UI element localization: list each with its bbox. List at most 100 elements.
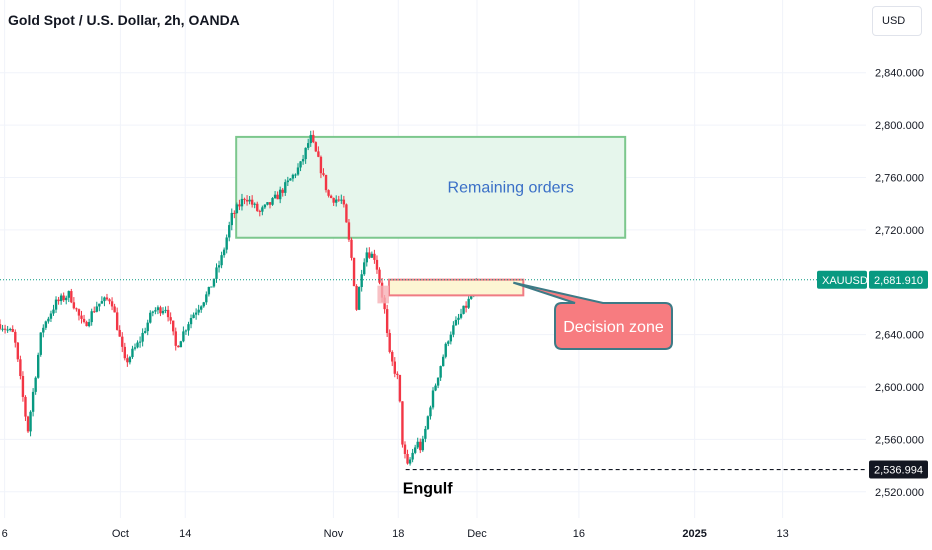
- time-tick-label: Oct: [112, 528, 129, 540]
- low-price-tag-label: 2,536.994: [874, 465, 923, 477]
- time-tick-label: 14: [179, 528, 191, 540]
- candle-body: [161, 310, 165, 314]
- low-price-tag-background: [869, 460, 928, 479]
- candle-body: [220, 255, 223, 266]
- candle-body: [172, 320, 175, 332]
- candle-body: [126, 358, 129, 363]
- candle-body: [449, 334, 453, 342]
- candle-body: [378, 269, 381, 283]
- candle-body: [408, 459, 412, 464]
- candle-body: [149, 312, 152, 323]
- candle-body: [141, 332, 144, 342]
- candle-body: [406, 453, 409, 464]
- candle-body: [421, 438, 425, 451]
- candle-body: [103, 297, 106, 302]
- candle-body: [131, 348, 134, 358]
- candle-body: [34, 377, 37, 392]
- candle-body: [245, 199, 249, 202]
- candle-body: [391, 351, 394, 362]
- candle-body: [332, 197, 335, 203]
- candle-body: [368, 252, 371, 258]
- candle-body: [177, 345, 180, 348]
- candle-body: [281, 189, 284, 193]
- supply-zone[interactable]: Remaining orders: [235, 135, 627, 239]
- price-tick-label: 2,760.000: [875, 173, 924, 185]
- candle-body: [470, 294, 473, 299]
- candle-body: [75, 308, 78, 310]
- decision-zone[interactable]: Decision zone: [377, 278, 673, 350]
- candle-body: [65, 297, 68, 301]
- candle-body: [197, 309, 200, 313]
- candle-body: [105, 297, 109, 300]
- candle-body: [385, 309, 389, 334]
- low-price-tag: 2,536.994: [869, 460, 928, 479]
- candle-body: [54, 299, 58, 310]
- candle-body: [3, 328, 7, 330]
- candle-body: [457, 317, 460, 320]
- candle-body: [452, 325, 455, 335]
- candle-body: [340, 199, 343, 201]
- candle-body: [462, 305, 465, 314]
- candle-body: [19, 359, 22, 377]
- price-tick-label: 2,800.000: [875, 120, 924, 132]
- candle-body: [436, 377, 440, 386]
- candle-body: [202, 302, 205, 307]
- candle-body: [411, 452, 414, 460]
- chart-title: Gold Spot / U.S. Dollar, 2h, OANDA: [8, 12, 240, 28]
- candle-body: [187, 324, 190, 331]
- candle-body: [324, 174, 328, 191]
- price-axis[interactable]: 2,840.000 2,800.000 2,760.000 2,720.000 2,64…: [875, 68, 924, 499]
- candle-body: [205, 294, 208, 303]
- candle-body: [268, 202, 272, 205]
- candle-body: [82, 318, 86, 322]
- candle-body: [342, 199, 346, 205]
- candlestick-series: [0, 130, 478, 466]
- candle-body: [184, 330, 188, 332]
- candle-body: [207, 287, 211, 295]
- candle-body: [194, 312, 198, 315]
- candle-body: [77, 309, 81, 316]
- candle-body: [182, 331, 185, 342]
- price-tick-label: 2,840.000: [875, 68, 924, 80]
- candle-body: [289, 178, 292, 181]
- candle-body: [179, 341, 183, 348]
- candle-body: [93, 311, 96, 313]
- candle-body: [225, 237, 228, 250]
- currency-button[interactable]: USD: [872, 6, 922, 36]
- candle-body: [355, 286, 358, 310]
- candle-body: [31, 391, 35, 412]
- time-tick-label: 16: [573, 528, 585, 540]
- candle-body: [11, 328, 14, 332]
- supply-zone-box[interactable]: [235, 135, 627, 239]
- candle-body: [426, 416, 430, 429]
- decision-zone-box[interactable]: [388, 278, 525, 297]
- candle-body: [370, 253, 374, 258]
- candle-body: [189, 318, 193, 325]
- candle-body: [90, 311, 93, 323]
- candle-body: [233, 212, 236, 214]
- candle-body: [464, 305, 468, 308]
- candle-body: [360, 274, 363, 288]
- candle-body: [383, 297, 386, 310]
- candle-body: [164, 309, 167, 311]
- candle-body: [413, 447, 417, 453]
- time-tick-label: Dec: [467, 528, 487, 540]
- price-tick-label: 2,600.000: [875, 382, 924, 394]
- candle-body: [238, 204, 241, 207]
- candle-body: [1, 328, 4, 330]
- candle-body: [444, 343, 447, 357]
- decision-zone-callout[interactable]: [512, 281, 673, 350]
- candle-body: [72, 302, 76, 309]
- candle-body: [110, 301, 114, 307]
- time-axis[interactable]: 6 Oct 14 Nov 18 Dec 16 2025 13: [2, 528, 789, 540]
- time-tick-label: 18: [392, 528, 404, 540]
- time-tick-label: 2025: [682, 528, 706, 540]
- candle-body: [62, 295, 65, 301]
- candle-body: [222, 249, 226, 256]
- candle-body: [294, 174, 297, 176]
- candle-body: [123, 346, 127, 359]
- candle-body: [154, 310, 157, 312]
- candle-body: [276, 194, 279, 200]
- candle-body: [273, 194, 277, 199]
